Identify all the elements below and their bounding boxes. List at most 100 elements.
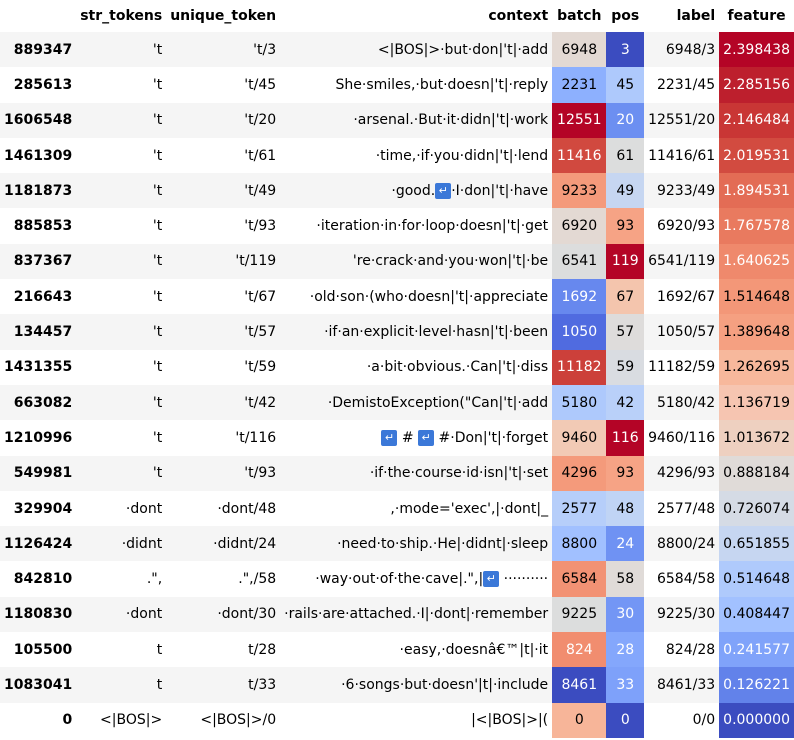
cell-context: ↵ # ↵ #·Don|'t|·forget [280, 420, 552, 455]
cell-label: 0/0 [692, 712, 716, 729]
cell-unique-token: <|BOS|>/0 [200, 712, 277, 729]
cell-label: 1692/67 [656, 288, 716, 305]
cell-feature: 0.726074 [719, 490, 794, 527]
context-text: |<|BOS|>|( [471, 712, 549, 729]
cell-str-tokens: 't [152, 429, 163, 446]
cell-label: 9225/30 [644, 596, 720, 633]
context-text: ·if·an·explicit·level·hasn|'t|·been [324, 324, 549, 341]
cell-label: 6541/119 [644, 243, 720, 280]
cell-pos: 3 [606, 32, 645, 68]
cell-batch: 9225 [552, 596, 607, 633]
cell-feature: 0.000000 [719, 702, 794, 738]
context-prefix: ·good. [391, 182, 436, 199]
header-pos: pos [611, 8, 640, 24]
row-index: 1083041 [0, 667, 77, 703]
cell-label: 2231/45 [656, 76, 716, 93]
cell-batch: 8800 [552, 526, 607, 562]
context-text: #·Don|'t|·forget [438, 429, 549, 446]
row-index: 549981 [0, 455, 77, 491]
cell-feature: 0.241577 [719, 632, 794, 668]
table-row: 1431355 't 't/59 ·a·bit·obvious.·Can|'t|·di… [0, 349, 794, 385]
cell-context: ·if·the·course·id·isn|'t|·set [280, 455, 553, 491]
cell-pos: 116 [606, 420, 645, 456]
cell-context: ·good. ↵ ·I·don|'t|·have [280, 173, 553, 209]
cell-unique-token: 't/119 [166, 243, 281, 280]
cell-context: ·a·bit·obvious.·Can|'t|·diss [280, 350, 552, 385]
context-text: 're·crack·and·you·won|'t|·be [352, 253, 549, 270]
cell-pos: 49 [606, 173, 645, 209]
cell-context: ,·mode='exec',|·dont|_ [280, 491, 552, 526]
table-row: 1181873't't/49 ·good. ↵ ·I·don|'t|·have 9233… [0, 173, 794, 209]
context-text: ·iteration·in·for·loop·doesn|'t|·get [316, 218, 549, 235]
cell-str-tokens: ·dont [125, 500, 163, 517]
context-suffix: ·········· [503, 571, 549, 588]
table-row: 1606548't't/20 ·arsenal.·But·it·didn|'t|·… [0, 102, 794, 138]
cell-batch: 11182 [552, 349, 607, 385]
cell-label: 9460/116 [648, 429, 716, 446]
cell-feature: 1.640625 [719, 243, 794, 280]
cell-context: ·iteration·in·for·loop·doesn|'t|·get [280, 208, 552, 243]
row-index: 885853 [13, 218, 73, 235]
cell-label: 1050/57 [644, 314, 720, 350]
cell-feature: 2.019531 [719, 137, 794, 174]
cell-feature: 1.262695 [719, 349, 794, 385]
table-row: 216643 't 't/67 ·old·son·(who·doesn|'t|·app… [0, 279, 794, 315]
cell-str-tokens: 't [152, 76, 163, 93]
table-row: 1210996't't/116 ↵ # ↵ #·Don|'t|·forget 946… [0, 420, 794, 456]
context-text: ·time,·if·you·didn|'t|·lend [375, 147, 549, 164]
table-row: 549981't't/93 ·if·the·course·id·isn|'t|·s… [0, 455, 794, 491]
cell-context: 're·crack·and·you·won|'t|·be [280, 243, 553, 280]
cell-batch: 11416 [552, 137, 607, 174]
return-symbol-icon: ↵ [483, 571, 500, 588]
cell-str-tokens: ·dont [76, 596, 167, 633]
row-index: 285613 [13, 76, 73, 93]
table-row: 1126424 ·didnt ·didnt/24 ·need·to·ship.·He|… [0, 526, 794, 562]
header-label: label [676, 8, 716, 24]
cell-unique-token: ·dont/30 [166, 596, 281, 633]
cell-unique-token: 't/93 [166, 455, 281, 491]
header-context: context [488, 8, 549, 24]
cell-context: ·need·to·ship.·He|·didnt|·sleep [280, 526, 553, 562]
context-middle: # [401, 429, 414, 446]
cell-str-tokens: <|BOS|> [100, 712, 163, 729]
cell-str-tokens: 't [76, 314, 167, 350]
table-row: 134457't't/57 ·if·an·explicit·level·hasn|… [0, 314, 794, 350]
cell-pos: 0 [606, 702, 645, 738]
table-row: 285613 't 't/45 She·smiles,·but·doesn|'t|·r… [0, 67, 794, 103]
cell-batch: 6541 [552, 243, 607, 280]
table-row: 842810 .", .",/58 ·way·out·of·the·cave|.",|… [0, 561, 794, 597]
cell-context: ·old·son·(who·doesn|'t|·appreciate [280, 279, 552, 314]
cell-context: ·time,·if·you·didn|'t|·lend [280, 138, 552, 173]
cell-unique-token: 't/57 [166, 314, 281, 350]
row-index: 216643 [13, 288, 73, 305]
cell-pos: 30 [606, 596, 645, 633]
context-text: ·I·don|'t|·have [451, 182, 549, 199]
cell-str-tokens: 't [76, 455, 167, 491]
return-symbol-icon: ↵ [381, 429, 398, 446]
cell-pos: 42 [606, 384, 645, 421]
cell-pos: 57 [606, 314, 645, 350]
cell-label: 6920/93 [656, 218, 716, 235]
cell-batch: 2231 [552, 67, 607, 103]
cell-label: 5180/42 [644, 384, 720, 421]
context-text: ·a·bit·obvious.·Can|'t|·diss [366, 359, 549, 376]
row-index: 329904 [13, 500, 73, 517]
cell-unique-token: 't/116 [235, 429, 277, 446]
cell-batch: 6948 [552, 32, 607, 68]
cell-unique-token: ·dont/48 [217, 500, 277, 517]
cell-label: 11182/59 [648, 359, 716, 376]
row-index: 134457 [0, 314, 77, 350]
context-text: <|BOS|>·but·don|'t|·add [377, 41, 549, 58]
table-row: 1461309 't 't/61 ·time,·if·you·didn|'t|·len… [0, 137, 794, 174]
cell-str-tokens: .", [146, 571, 163, 588]
context-text: ·DemistoException("Can|'t|·add [327, 394, 549, 411]
row-index: 837367 [0, 243, 77, 280]
table-row: 1083041 t t/33 ·6·songs·but·doesn'|t|·inclu… [0, 667, 794, 703]
cell-context: |<|BOS|>|( [280, 703, 552, 738]
cell-label: 8461/33 [644, 667, 720, 703]
cell-str-tokens: 't [152, 218, 163, 235]
row-index: 1126424 [0, 526, 77, 562]
cell-feature: 0.408447 [719, 596, 794, 633]
cell-str-tokens: t [156, 641, 163, 658]
row-index: 842810 [13, 571, 73, 588]
